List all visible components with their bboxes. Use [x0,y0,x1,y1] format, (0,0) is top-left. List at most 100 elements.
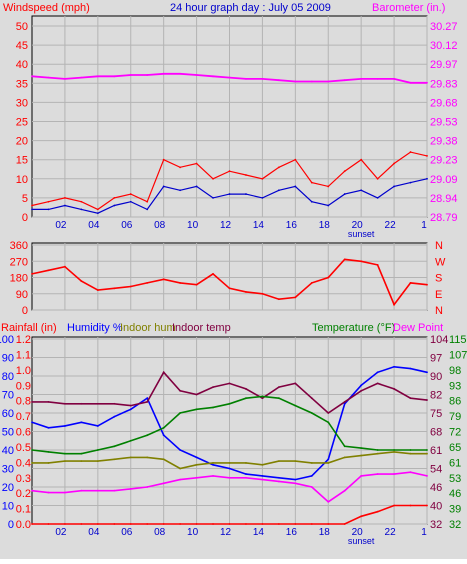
indoor_hum-line-point [64,460,66,462]
temp2-y-tick: 93 [449,380,461,392]
indoor_hum-line-point [426,452,428,455]
indoor_temp-line-point [146,401,149,403]
rainfall-label: Rainfall (in) [1,322,57,334]
temperature-line-point [64,452,66,455]
temp2-y-tick: 32 [449,519,461,531]
avg-line-point [146,208,149,211]
rainfall-line-point [80,523,83,525]
dew_point-line-point [31,489,33,492]
humidity-line-point [80,421,83,424]
compass-tick: W [435,256,446,268]
barometer-line-point [409,81,412,84]
direction-line-point [310,282,313,284]
direction-line-point [195,283,198,286]
indoor_hum-line-point [212,462,214,464]
avg-line-point [195,185,198,188]
avg-line-point [310,200,313,203]
rainfall-line-point [327,523,330,525]
indoor_temp-line-point [426,399,428,401]
gridlines [32,16,428,525]
dir-y-tick: 0 [22,305,28,317]
barometer-line-point [96,75,99,78]
temp-x-tick: 14 [253,527,265,538]
temperature-line-point [146,434,149,437]
gust-line-point [146,200,149,203]
barometer-line-point [294,80,297,83]
indoor_temp-line-point [294,382,297,385]
gust-line-point [129,193,132,195]
dew_point-line-point [162,482,165,485]
direction-line-point [327,276,330,279]
temp2-y-tick: 98 [449,365,461,377]
temperature-line-point [31,449,33,451]
indoor-temp-label: Indoor temp [172,322,231,334]
rainfall-line-point [179,523,182,525]
humidity-line-point [277,476,280,479]
direction-line-point [360,260,363,263]
baro-y-tick: 29.38 [430,136,458,148]
indoor_hum-line-point [294,460,297,462]
humidity-line-point [360,384,363,387]
gust-line-point [277,166,280,169]
dew_point-line-point [327,500,330,503]
indoor-hum-label: Indoor hum [120,322,176,334]
wind-x-tick: 14 [253,220,265,231]
dew_point-line-point [80,489,83,492]
wind-y-tick: 45 [16,40,28,52]
indoor_temp-line-point [179,389,182,392]
dew_point-line-point [245,476,247,479]
indoor_temp-line-point [261,397,264,400]
dew-point-label: Dew Point [393,322,443,334]
gust-line-point [261,177,264,180]
rainfall-line-point [376,510,379,513]
humidity-y-tick: 70 [2,390,14,402]
direction-line-point [162,278,165,281]
indoor_hum-line-point [376,452,379,455]
indoor_hum-line-point [47,462,50,464]
indoor_temp-line-point [245,388,247,390]
humidity-y-tick: 90 [2,353,14,365]
wind-y-tick: 5 [22,193,28,205]
temperature-line-point [80,452,83,455]
temperature-line-point [426,449,428,451]
barometer-line-point [179,72,182,75]
rain-y-tick: 0.0 [16,519,31,531]
direction-line-point [277,298,280,301]
direction-line-point [294,296,297,299]
rainfall-line-point [162,523,165,525]
temp-x-tick: 20 [352,527,364,538]
avg-line-point [80,208,83,211]
barometer-line-point [245,78,247,80]
temp-x-tick: 22 [385,527,397,538]
temp-y-tick: 68 [430,427,442,439]
avg-line-point [277,189,280,192]
indoor_hum-line-point [343,456,346,459]
avg-line-point [426,177,428,180]
rainfall-line-point [360,515,363,518]
rainfall-line-point [343,523,346,525]
wind-y-tick: 25 [16,117,28,129]
indoor_hum-line-point [277,460,280,462]
temperature-line-point [327,421,330,424]
direction-line-point [426,283,428,286]
humidity-line-point [409,367,412,370]
baro-y-tick: 29.53 [430,117,458,129]
gust-line-point [409,151,412,153]
wind-x-tick: 06 [121,220,133,231]
barometer-line-point [31,75,33,78]
avg-line-point [393,185,395,188]
dew_point-line-point [376,473,379,475]
temp2-y-tick: 53 [449,473,461,485]
dew_point-line-point [310,486,313,488]
gust-line-point [343,170,346,173]
temp2-y-tick: 72 [449,427,461,439]
wind-y-tick: 10 [16,174,28,186]
temperature-line-point [294,404,297,407]
rainfall-line-point [426,504,428,507]
temperature-line-point [195,408,198,411]
temperature-line-point [376,449,379,451]
rainfall-line-point [47,523,50,525]
temp-x-tick: 18 [319,527,331,538]
temp2-y-tick: 115 [449,334,467,346]
indoor_hum-line-point [31,462,33,464]
